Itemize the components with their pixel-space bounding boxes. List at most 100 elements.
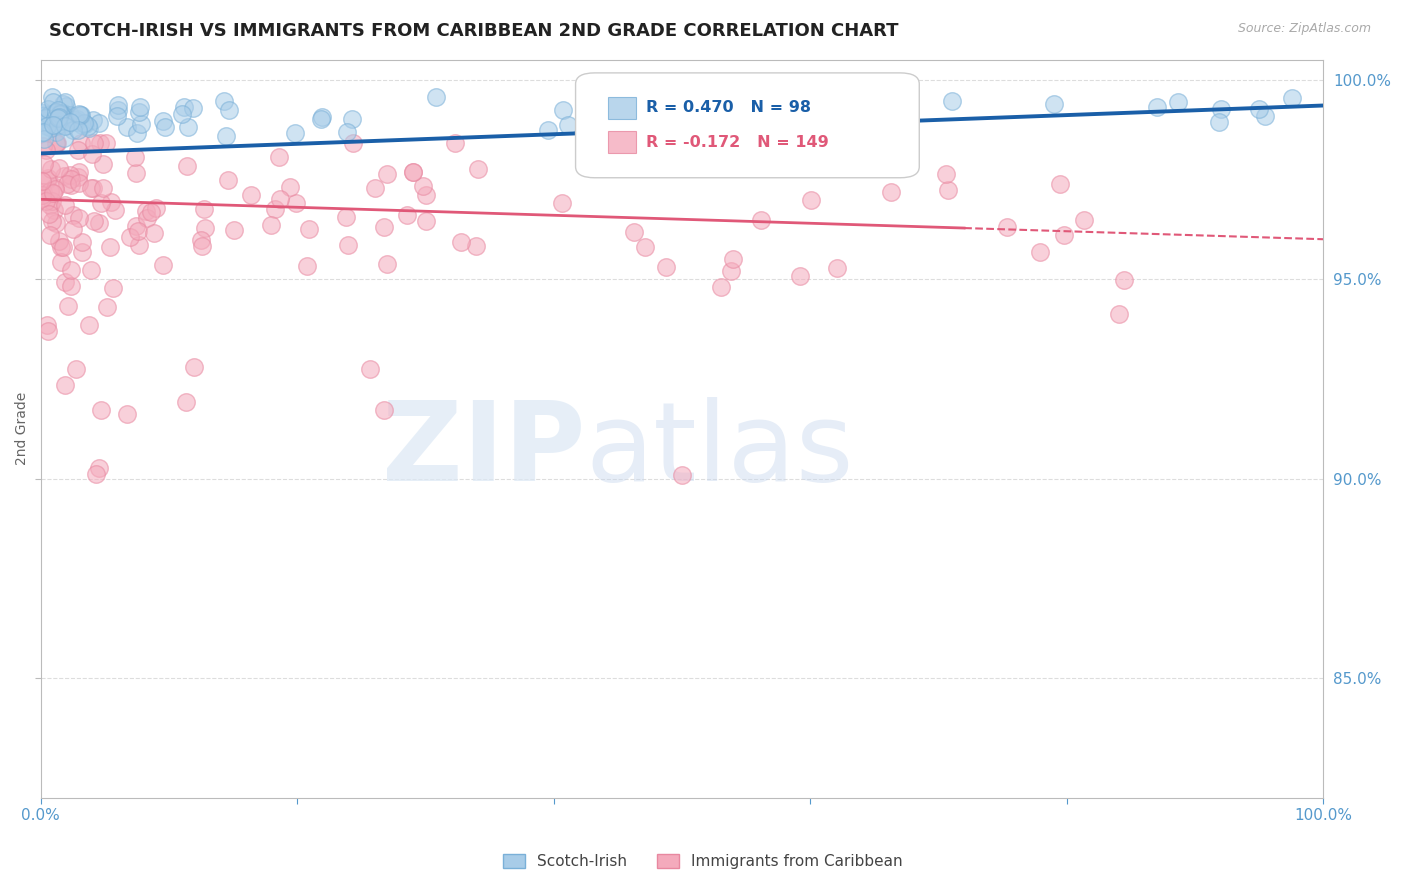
Point bbox=[759, 151, 782, 165]
Point bbox=[79, 263, 101, 277]
Point bbox=[42, 202, 65, 217]
Point bbox=[135, 211, 157, 225]
Point bbox=[375, 167, 398, 181]
Point bbox=[174, 395, 197, 409]
Point bbox=[100, 195, 122, 210]
Point bbox=[127, 224, 149, 238]
Point bbox=[52, 169, 75, 183]
Point bbox=[104, 202, 127, 217]
Point bbox=[37, 171, 59, 186]
Point bbox=[83, 214, 105, 228]
Point bbox=[128, 237, 150, 252]
Point bbox=[49, 254, 72, 268]
Point bbox=[142, 226, 165, 240]
Point bbox=[425, 90, 447, 104]
Point bbox=[415, 187, 437, 202]
Point bbox=[176, 159, 198, 173]
Point bbox=[337, 238, 360, 252]
Point bbox=[44, 111, 66, 125]
Point bbox=[79, 121, 101, 136]
Point bbox=[45, 136, 67, 151]
Point bbox=[139, 205, 162, 219]
Point bbox=[720, 263, 742, 277]
Point bbox=[105, 109, 128, 123]
Point bbox=[260, 219, 283, 233]
Point bbox=[46, 118, 69, 132]
Point bbox=[51, 111, 73, 125]
Point bbox=[936, 184, 959, 198]
Point bbox=[70, 108, 93, 122]
Point bbox=[49, 109, 72, 123]
Point bbox=[723, 252, 745, 267]
Point bbox=[212, 94, 235, 108]
Point bbox=[800, 193, 823, 207]
Point bbox=[39, 107, 62, 121]
Point bbox=[51, 106, 73, 120]
Point bbox=[72, 235, 94, 249]
Point bbox=[32, 113, 55, 128]
Point bbox=[35, 143, 58, 157]
Point bbox=[55, 99, 77, 113]
Point bbox=[820, 114, 842, 128]
Point bbox=[153, 120, 176, 134]
Point bbox=[1052, 228, 1074, 243]
Point bbox=[83, 136, 105, 151]
Point bbox=[1146, 100, 1168, 114]
Point bbox=[45, 216, 67, 230]
Point bbox=[707, 113, 730, 128]
Point bbox=[1208, 114, 1230, 128]
Point bbox=[65, 361, 87, 376]
Point bbox=[89, 460, 111, 475]
Point bbox=[55, 118, 77, 132]
Point bbox=[215, 128, 238, 143]
Point bbox=[90, 402, 112, 417]
Point bbox=[53, 95, 76, 109]
Point bbox=[128, 104, 150, 119]
Point bbox=[53, 378, 76, 392]
Point bbox=[53, 120, 76, 134]
Point bbox=[60, 178, 83, 192]
Point bbox=[364, 180, 387, 194]
Point bbox=[190, 233, 212, 247]
Point bbox=[311, 110, 333, 124]
Point bbox=[193, 202, 215, 216]
Point bbox=[45, 136, 67, 151]
Point bbox=[697, 95, 720, 110]
Point bbox=[464, 239, 486, 253]
Point bbox=[239, 187, 262, 202]
Point bbox=[359, 361, 381, 376]
Point bbox=[1043, 97, 1066, 112]
Point bbox=[66, 112, 89, 127]
Point bbox=[557, 118, 579, 132]
Point bbox=[37, 116, 59, 130]
Point bbox=[152, 114, 174, 128]
Text: ZIP: ZIP bbox=[382, 398, 586, 505]
Point bbox=[39, 120, 62, 135]
Point bbox=[34, 111, 56, 125]
Point bbox=[295, 259, 318, 273]
Bar bbox=[607, 131, 636, 153]
Point bbox=[373, 219, 395, 234]
Point bbox=[60, 171, 83, 186]
Point bbox=[336, 125, 359, 139]
Point bbox=[264, 202, 287, 216]
Point bbox=[181, 101, 204, 115]
Point bbox=[402, 165, 425, 179]
Point bbox=[170, 107, 193, 121]
Point bbox=[1028, 245, 1050, 260]
Point bbox=[115, 120, 138, 135]
Point bbox=[66, 143, 89, 157]
Point bbox=[41, 186, 63, 200]
Point bbox=[402, 165, 425, 179]
Point bbox=[1249, 103, 1271, 117]
Point bbox=[67, 211, 90, 225]
Point bbox=[58, 115, 80, 129]
Point bbox=[59, 168, 82, 182]
Point bbox=[53, 130, 76, 145]
Point bbox=[62, 222, 84, 236]
Point bbox=[342, 112, 364, 127]
Point bbox=[655, 260, 678, 274]
Point bbox=[56, 300, 79, 314]
Point bbox=[87, 216, 110, 230]
Point bbox=[46, 136, 69, 151]
